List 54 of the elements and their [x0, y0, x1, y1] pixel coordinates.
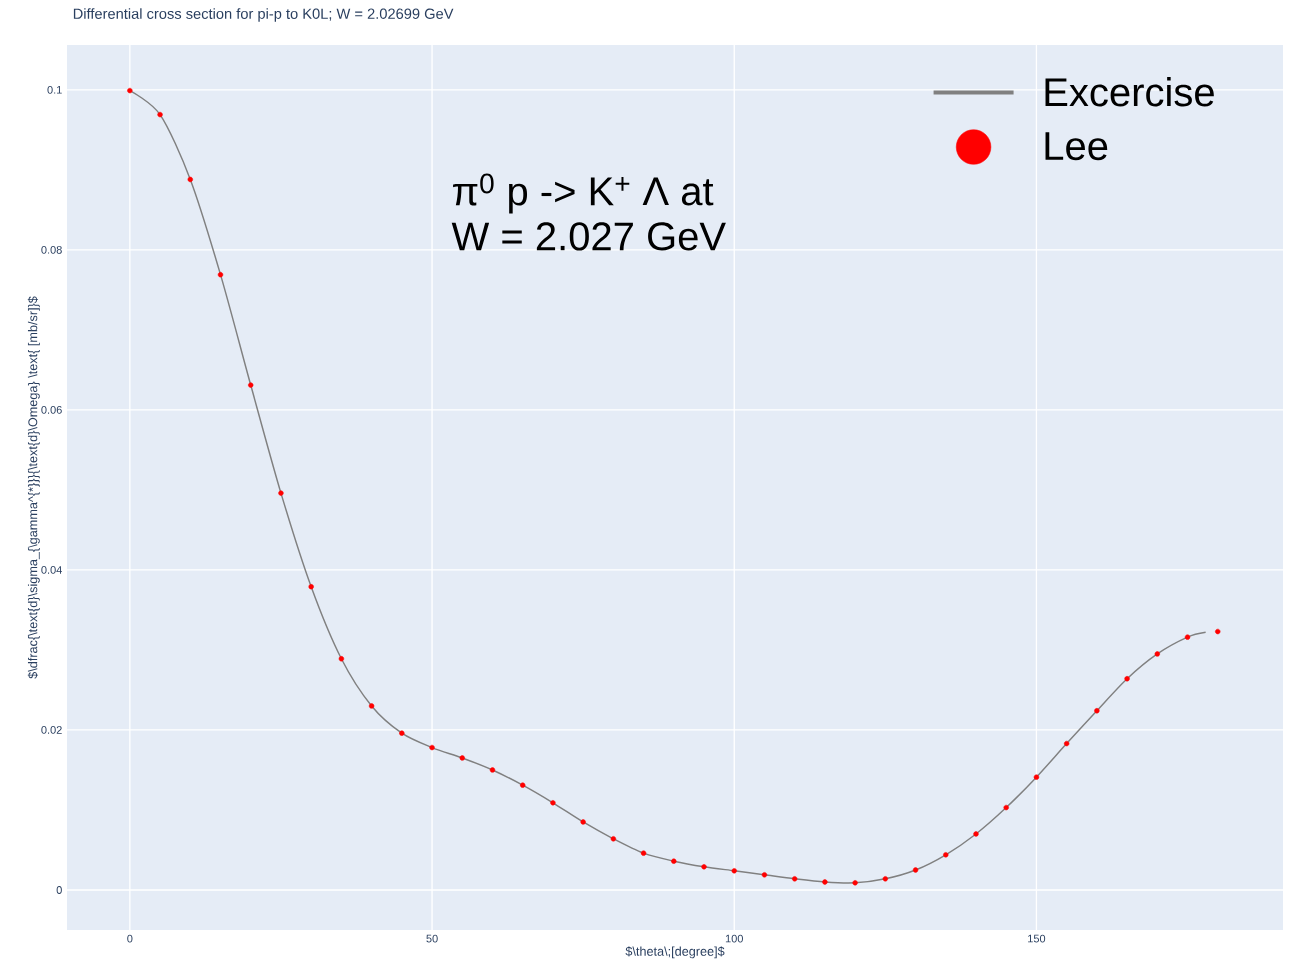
point	[1033, 774, 1040, 780]
point	[157, 111, 163, 118]
y-axis-title: $\dfrac{\text{d}\sigma_{\gamma^{*}}}{\text{d}\Omega} \text{ [mb/sr]}$	[27, 296, 40, 679]
point	[761, 872, 768, 878]
annotation: π$^{0}$ p -> K$^{+}$ Λ at	[453, 173, 714, 214]
annotation: W = 2.027 GeV	[451, 222, 726, 251]
point	[127, 87, 133, 94]
point	[1154, 651, 1160, 657]
point	[610, 836, 617, 842]
x-tick-label: 50	[426, 934, 438, 943]
point	[550, 800, 556, 806]
point	[1184, 634, 1191, 640]
point	[520, 782, 526, 788]
point	[248, 382, 254, 388]
point	[731, 868, 737, 874]
point	[882, 876, 888, 882]
x-tick-label: 100	[725, 934, 743, 943]
y-tick-label: 0.08	[41, 245, 62, 254]
point	[278, 490, 284, 496]
x-axis-title: $\theta\;[degree]$	[625, 946, 725, 959]
y-tick-label: 0.06	[41, 405, 62, 414]
point	[1003, 804, 1009, 811]
point	[852, 880, 858, 886]
point	[671, 858, 677, 864]
point	[489, 767, 496, 773]
point	[338, 656, 345, 662]
y-tick-label: 0	[56, 886, 62, 894]
point	[399, 730, 405, 736]
point	[459, 755, 465, 761]
point	[701, 864, 707, 870]
point	[792, 876, 798, 882]
point	[640, 850, 647, 856]
point	[1215, 628, 1221, 635]
y-tick-label: 0.04	[41, 566, 62, 574]
y-tick-label: 0.02	[41, 726, 62, 734]
legend-label: Excercise	[1045, 77, 1214, 107]
point	[429, 744, 435, 751]
y-tick-label: 0.1	[47, 85, 62, 94]
point	[217, 271, 224, 278]
point	[1124, 676, 1130, 682]
point	[973, 831, 979, 837]
point	[187, 176, 193, 183]
x-tick-label: 0	[127, 934, 133, 943]
chart-title: Differential cross section for pi-p to K0L; W = 2.02699 GeV	[73, 8, 454, 22]
point	[368, 703, 375, 709]
x-tick-label: 150	[1028, 934, 1046, 943]
point	[912, 867, 919, 873]
point	[308, 584, 314, 590]
point	[943, 852, 949, 858]
point	[1094, 708, 1100, 714]
point	[822, 879, 828, 885]
point	[1063, 740, 1070, 747]
legend-label: Lee	[1045, 132, 1108, 161]
point	[580, 819, 586, 825]
